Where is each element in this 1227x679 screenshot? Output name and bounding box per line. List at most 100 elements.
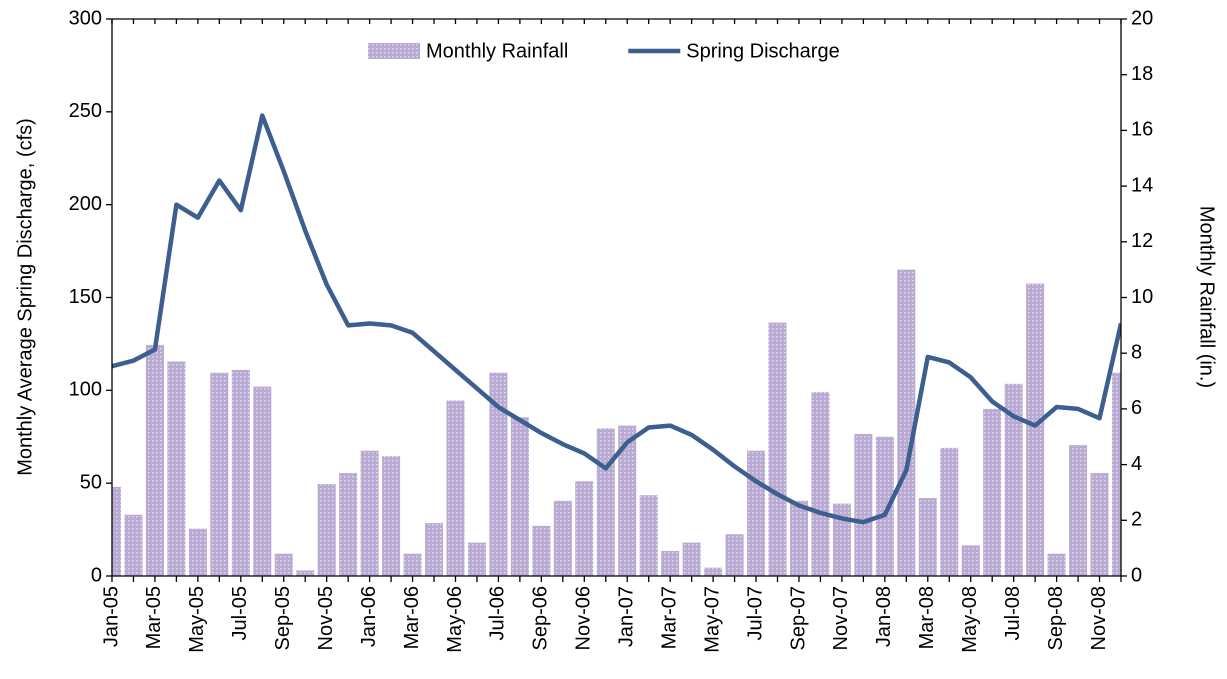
- x-tick-label: Nov-08: [1088, 586, 1110, 650]
- bar: [875, 436, 894, 576]
- bar: [339, 472, 358, 576]
- x-tick-label: May-05: [186, 586, 208, 653]
- y2-axis-label: Monthly Rainfall (in.): [1196, 206, 1218, 388]
- x-tick-label: Mar-05: [143, 586, 165, 649]
- x-tick-label: Jul-06: [487, 586, 509, 640]
- y2-tick-label: 20: [1131, 7, 1153, 29]
- bar: [1026, 283, 1045, 576]
- y2-tick-label: 6: [1131, 397, 1142, 419]
- bar: [231, 369, 250, 576]
- bar: [553, 500, 572, 576]
- y-tick-label: 200: [69, 193, 102, 215]
- bar: [360, 450, 379, 576]
- y2-tick-label: 14: [1131, 174, 1153, 196]
- bar: [961, 545, 980, 576]
- bar: [596, 428, 615, 576]
- bar: [112, 486, 122, 576]
- x-tick-label: Nov-06: [573, 586, 595, 650]
- x-tick-label: May-06: [444, 586, 466, 653]
- bar: [918, 498, 937, 576]
- bar: [682, 542, 701, 576]
- bar: [317, 484, 336, 576]
- x-tick-label: Jul-07: [744, 586, 766, 640]
- x-tick-label: Nov-05: [315, 586, 337, 650]
- bar: [1111, 372, 1121, 576]
- legend-item: Monthly Rainfall: [368, 40, 568, 62]
- y2-tick-label: 8: [1131, 341, 1142, 363]
- bar: [253, 386, 272, 576]
- bar: [188, 528, 207, 576]
- legend-swatch: [368, 43, 420, 59]
- x-tick-label: Sep-07: [787, 586, 809, 651]
- bar: [789, 500, 808, 576]
- bar: [747, 450, 766, 576]
- bar: [446, 400, 465, 576]
- bar: [210, 372, 229, 576]
- line: [112, 113, 1121, 525]
- y2-tick-label: 4: [1131, 453, 1142, 475]
- bar: [124, 514, 143, 576]
- bar: [274, 553, 293, 576]
- bar: [167, 361, 186, 576]
- x-tick-label: May-08: [959, 586, 981, 653]
- y2-tick-label: 0: [1131, 564, 1142, 586]
- bar: [145, 344, 164, 576]
- x-tick-label: Jan-08: [873, 586, 895, 647]
- y-tick-label: 150: [69, 286, 102, 308]
- bar: [296, 570, 315, 576]
- x-tick-label: Jan-05: [100, 586, 122, 647]
- y2-tick-label: 18: [1131, 63, 1153, 85]
- bar: [983, 408, 1002, 576]
- legend-item: Spring Discharge: [628, 40, 840, 62]
- bar: [618, 425, 637, 576]
- bar: [532, 525, 551, 576]
- y-tick-label: 100: [69, 379, 102, 401]
- y2-tick-label: 2: [1131, 509, 1142, 531]
- x-tick-label: Jan-06: [358, 586, 380, 647]
- x-tick-label: Sep-05: [272, 586, 294, 651]
- bar: [467, 542, 486, 576]
- bar: [382, 456, 401, 576]
- bar: [832, 503, 851, 576]
- bar: [811, 392, 830, 576]
- x-tick-label: Jul-08: [1002, 586, 1024, 640]
- y-axis-label: Monthly Average Spring Discharge, (cfs): [14, 118, 36, 476]
- bar: [725, 534, 744, 576]
- x-tick-label: Mar-08: [916, 586, 938, 649]
- x-tick-label: May-07: [701, 586, 723, 653]
- bar: [854, 433, 873, 576]
- bar: [425, 523, 444, 576]
- bar: [704, 567, 723, 576]
- bar: [1090, 472, 1109, 576]
- bar: [897, 269, 916, 576]
- y2-tick-label: 12: [1131, 230, 1153, 252]
- bar: [768, 322, 787, 576]
- bar: [403, 553, 422, 576]
- y-tick-label: 0: [91, 564, 102, 586]
- bar: [1069, 445, 1088, 576]
- x-tick-label: Sep-08: [1045, 586, 1067, 651]
- y2-tick-label: 10: [1131, 286, 1153, 308]
- legend-label: Spring Discharge: [686, 40, 839, 62]
- y2-tick-label: 16: [1131, 119, 1153, 141]
- bar: [510, 417, 529, 576]
- bar: [639, 495, 658, 576]
- x-tick-label: Jan-07: [616, 586, 638, 647]
- x-tick-label: Mar-07: [658, 586, 680, 649]
- x-tick-label: Mar-06: [401, 586, 423, 649]
- y-tick-label: 50: [80, 471, 102, 493]
- y-tick-label: 300: [69, 7, 102, 29]
- bar: [661, 550, 680, 576]
- legend-label: Monthly Rainfall: [426, 40, 568, 62]
- x-tick-label: Nov-07: [830, 586, 852, 650]
- x-tick-label: Jul-05: [229, 586, 251, 640]
- x-tick-label: Sep-06: [530, 586, 552, 651]
- plot-area: [112, 113, 1121, 576]
- bar: [1004, 383, 1023, 576]
- y-tick-label: 250: [69, 100, 102, 122]
- bar: [940, 447, 959, 576]
- bar: [1047, 553, 1066, 576]
- bar: [575, 481, 594, 576]
- bar: [489, 372, 508, 576]
